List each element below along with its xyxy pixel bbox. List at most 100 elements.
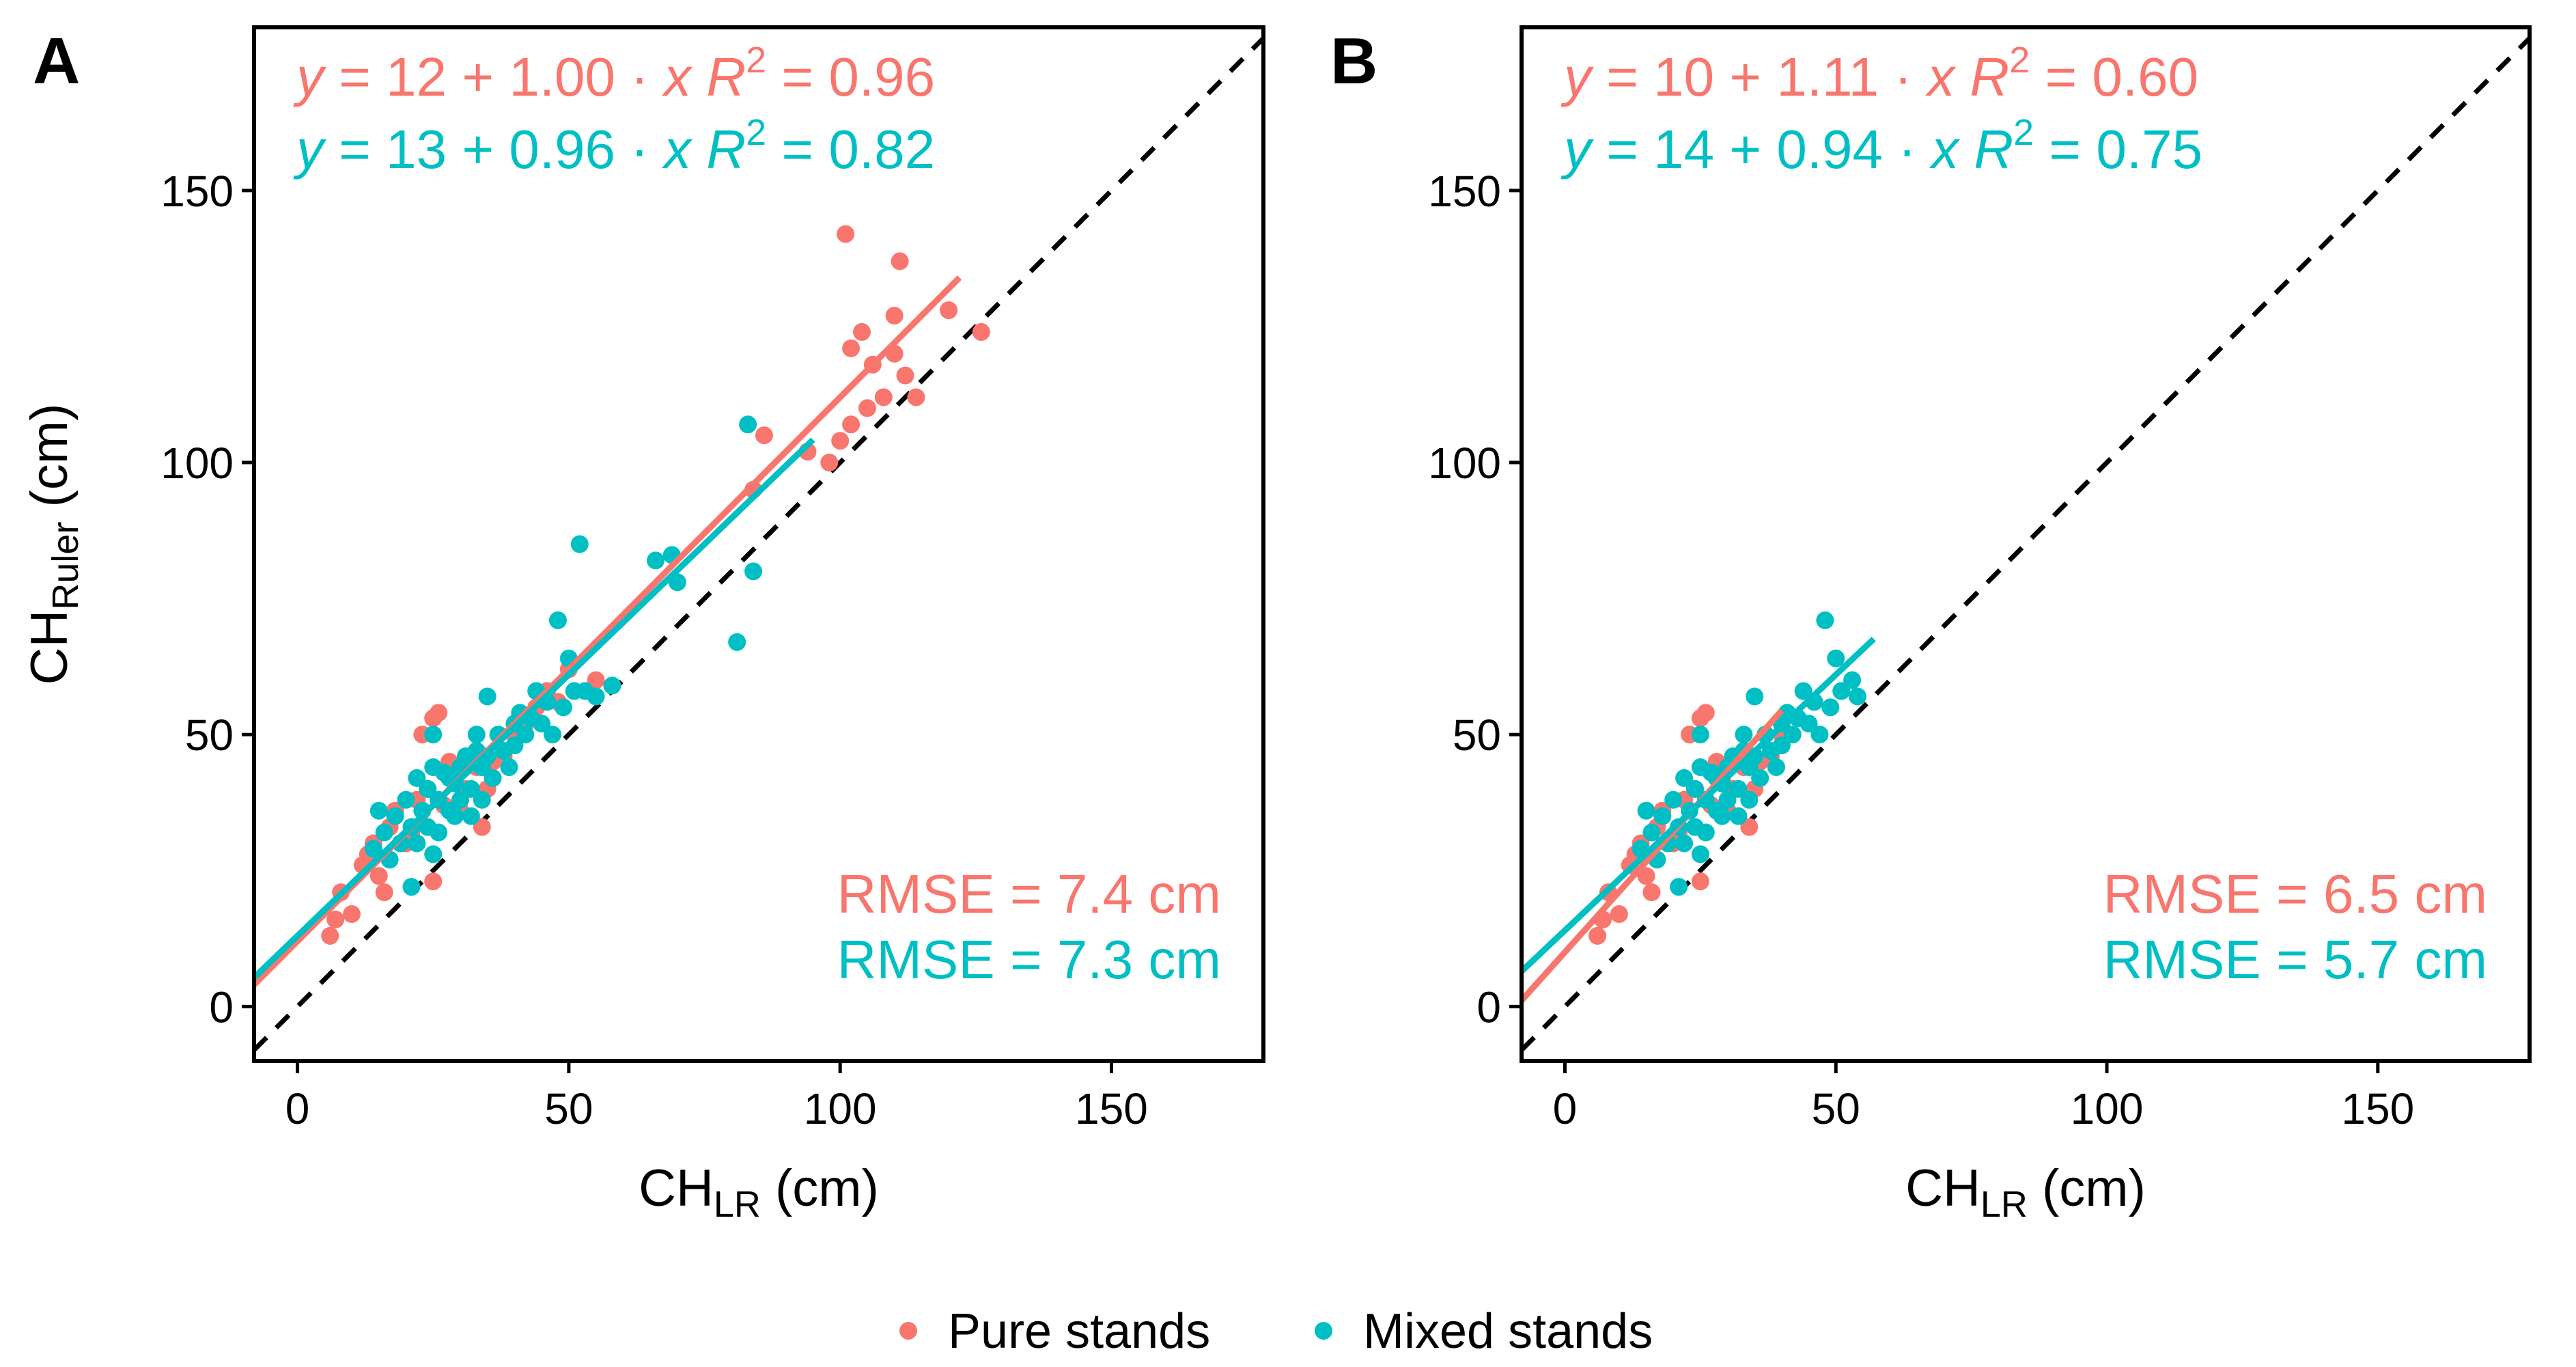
data-point-mixed	[505, 736, 524, 755]
data-point-mixed	[1691, 726, 1709, 744]
data-point-pure	[874, 388, 893, 406]
data-point-mixed	[603, 676, 621, 695]
data-point-pure	[891, 252, 909, 271]
data-point-pure	[842, 339, 860, 357]
y-axis-label-main: CH	[20, 610, 79, 685]
equation-r2-value: = 0.75	[2034, 119, 2202, 180]
equation-spacer	[691, 46, 706, 107]
plot-frame	[252, 25, 1265, 1063]
data-point-mixed	[1664, 790, 1683, 809]
y-tick-label: 150	[1428, 167, 1501, 216]
equation-expression: = 10 + 1.11 ·	[1591, 46, 1927, 107]
x-axis-label: CHLR (cm)	[639, 1159, 879, 1225]
data-point-mixed	[484, 769, 502, 787]
data-point-mixed	[1675, 834, 1694, 853]
data-point-pure	[587, 671, 605, 689]
plot-area	[254, 36, 1263, 1052]
data-point-mixed	[1849, 687, 1866, 706]
legend-key-pure	[899, 1322, 917, 1340]
data-point-mixed	[1767, 758, 1785, 776]
data-point-mixed	[1751, 769, 1769, 787]
equation-expression: = 13 + 0.96 ·	[324, 119, 664, 180]
x-axis-label-unit: (cm)	[761, 1159, 879, 1217]
equation-lhs: y	[1560, 46, 1595, 107]
equation-r2-symbol: R	[1974, 119, 2013, 180]
data-point-mixed	[1821, 698, 1840, 717]
x-tick-label: 100	[804, 1084, 877, 1133]
equation-expression: = 12 + 1.00 ·	[324, 46, 664, 107]
data-point-mixed	[554, 698, 572, 717]
x-axis-label: CHLR (cm)	[1905, 1159, 2146, 1225]
rmse-pure: RMSE = 7.4 cm	[837, 864, 1221, 924]
legend: Pure stands Mixed stands	[899, 1304, 1653, 1359]
y-tick-label: 50	[185, 710, 234, 760]
data-point-pure	[1642, 883, 1661, 902]
y-axis-label-unit: (cm)	[20, 404, 79, 522]
data-point-pure	[375, 883, 393, 902]
rmse-mixed: RMSE = 5.7 cm	[2103, 929, 2487, 990]
equation-lhs: y	[293, 46, 327, 107]
data-point-pure	[831, 432, 850, 450]
data-point-mixed	[424, 726, 443, 744]
data-point-mixed	[1827, 649, 1845, 667]
equation-r2-symbol: R	[706, 46, 746, 107]
data-point-mixed	[1772, 736, 1791, 755]
data-point-mixed	[1713, 807, 1731, 825]
data-point-mixed	[451, 790, 469, 809]
x-tick-label: 100	[2071, 1084, 2144, 1133]
equation-pure: y = 10 + 1.11 · x R2 = 0.60	[1560, 40, 2198, 107]
data-point-mixed	[1691, 845, 1709, 864]
data-point-pure	[820, 454, 839, 472]
equation-mixed: y = 13 + 0.96 · x R2 = 0.82	[293, 112, 935, 180]
data-point-pure	[852, 322, 871, 341]
regression-line-mixed	[1522, 636, 1876, 974]
equation-r2-exponent: 2	[746, 112, 766, 153]
data-point-mixed	[570, 535, 589, 553]
data-point-pure	[424, 872, 443, 891]
equation-lhs: y	[293, 119, 327, 180]
panel-label: B	[1330, 25, 1377, 98]
equation-variable: x	[1924, 46, 1957, 107]
data-point-mixed	[1794, 682, 1812, 700]
y-tick-label: 0	[1476, 982, 1501, 1032]
data-point-mixed	[402, 878, 421, 896]
equation-r2-exponent: 2	[2013, 112, 2034, 153]
data-point-mixed	[1810, 726, 1829, 744]
equation-mixed: y = 14 + 0.94 · x R2 = 0.75	[1560, 112, 2202, 180]
data-point-pure	[326, 910, 345, 928]
data-point-mixed	[728, 633, 746, 651]
x-tick-label: 50	[544, 1084, 593, 1133]
y-tick-label: 150	[160, 167, 234, 216]
x-axis-label-unit: (cm)	[2028, 1159, 2146, 1217]
data-point-pure	[858, 399, 876, 417]
data-point-mixed	[446, 807, 464, 825]
data-point-pure	[885, 307, 904, 325]
data-point-mixed	[408, 769, 426, 787]
data-point-mixed	[369, 801, 388, 820]
data-point-mixed	[1783, 726, 1802, 744]
regression-line-mixed	[254, 437, 815, 980]
data-point-pure	[343, 905, 361, 923]
panel-b: 0 50 100 150 0 50 100 150 CHLR (cm) B y = 10 + 1.1…	[1330, 25, 2532, 1225]
data-point-mixed	[1832, 682, 1851, 700]
data-point-mixed	[364, 840, 382, 858]
data-point-mixed	[1675, 769, 1694, 787]
equation-r2-exponent: 2	[746, 40, 766, 81]
data-point-mixed	[1637, 801, 1655, 820]
data-point-mixed	[467, 726, 486, 744]
data-point-mixed	[1718, 790, 1737, 809]
equation-spacer	[1959, 119, 1974, 180]
data-point-mixed	[1642, 823, 1661, 842]
data-point-mixed	[1696, 823, 1715, 842]
data-point-mixed	[473, 790, 491, 809]
data-point-pure	[1610, 905, 1628, 923]
data-point-mixed	[430, 823, 448, 842]
data-point-mixed	[1729, 807, 1748, 825]
equation-expression: = 14 + 0.94 ·	[1591, 119, 1931, 180]
data-point-mixed	[1685, 779, 1704, 798]
data-point-mixed	[1740, 790, 1759, 809]
x-axis-label-main: CH	[1905, 1159, 1980, 1217]
x-tick-label: 50	[1812, 1084, 1860, 1133]
data-point-mixed	[739, 415, 757, 434]
